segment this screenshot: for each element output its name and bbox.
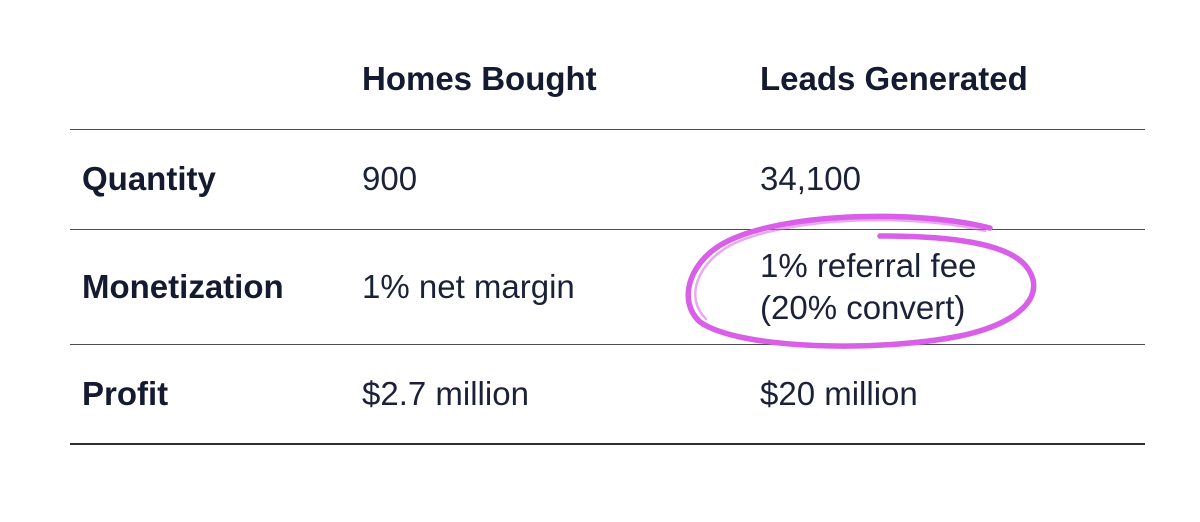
comparison-table: Homes Bought Leads Generated Quantity 90… <box>70 0 1145 522</box>
table-bottom-rule <box>70 443 1145 445</box>
quantity-leads-generated: 34,100 <box>760 160 861 197</box>
header-divider <box>70 129 1145 130</box>
profit-leads-generated: $20 million <box>760 375 918 412</box>
column-header-homes-bought: Homes Bought <box>362 60 597 97</box>
column-header-leads-generated: Leads Generated <box>760 60 1028 97</box>
monetization-leads-generated: 1% referral fee (20% convert) <box>760 245 1080 329</box>
monetization-leads-line-1: 1% referral fee <box>760 247 977 284</box>
row-divider-2 <box>70 344 1145 345</box>
row-label-quantity: Quantity <box>82 160 216 197</box>
row-label-profit: Profit <box>82 375 169 412</box>
row-label-monetization: Monetization <box>82 268 284 305</box>
profit-homes-bought: $2.7 million <box>362 375 529 412</box>
row-divider-1 <box>70 229 1145 230</box>
monetization-leads-line-2: (20% convert) <box>760 289 966 326</box>
monetization-homes-bought: 1% net margin <box>362 268 575 305</box>
quantity-homes-bought: 900 <box>362 160 418 197</box>
